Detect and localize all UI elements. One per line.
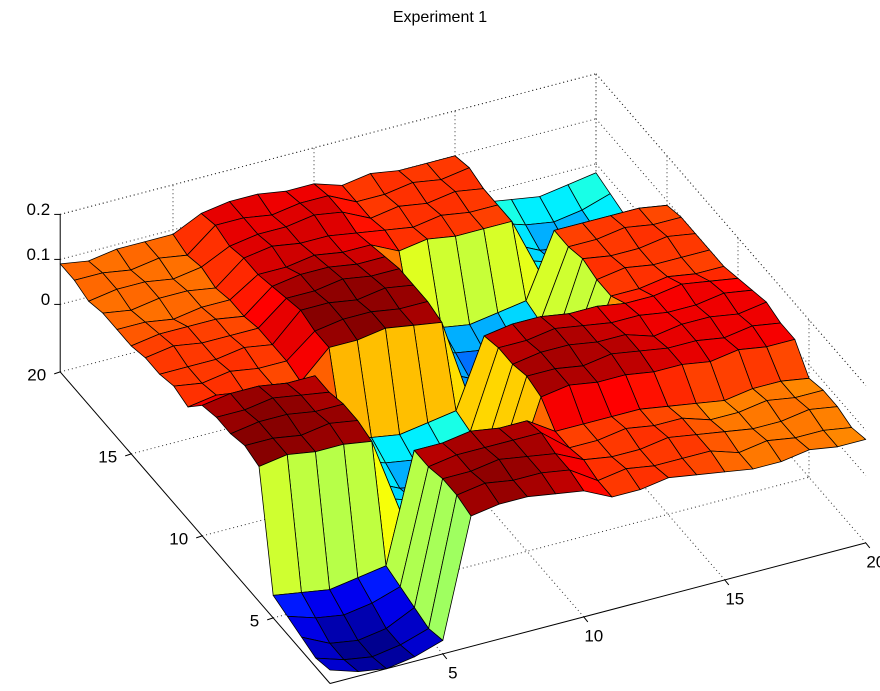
x-tick-label: 20: [866, 552, 880, 571]
x-tick: [583, 616, 589, 623]
y-tick: [267, 617, 274, 621]
z-tick-label: 0: [41, 290, 50, 309]
y-tick-label: 15: [98, 447, 117, 466]
z-tick-label: 0.2: [27, 200, 51, 219]
x-axis: [329, 542, 866, 684]
y-tick: [125, 453, 132, 457]
grid-line: [595, 230, 867, 544]
x-tick: [724, 579, 730, 586]
x-tick-label: 15: [725, 589, 744, 608]
y-tick-label: 20: [27, 365, 46, 384]
x-tick: [442, 653, 448, 660]
grid-line: [454, 267, 726, 581]
x-tick-label: 5: [448, 663, 457, 682]
y-tick: [196, 535, 203, 539]
box-edge: [595, 73, 867, 386]
surface-patch: [315, 657, 359, 672]
box-edge: [60, 73, 597, 215]
chart-title: Experiment 1: [393, 9, 487, 26]
y-tick-label: 5: [250, 611, 259, 630]
x-tick-label: 10: [584, 626, 603, 645]
y-tick: [54, 371, 61, 375]
grid-line: [313, 304, 585, 618]
y-tick-label: 10: [169, 529, 188, 548]
grid-line: [595, 118, 867, 431]
y-axis: [59, 371, 331, 684]
x-tick: [865, 542, 871, 549]
z-tick-label: 0.1: [27, 245, 51, 264]
